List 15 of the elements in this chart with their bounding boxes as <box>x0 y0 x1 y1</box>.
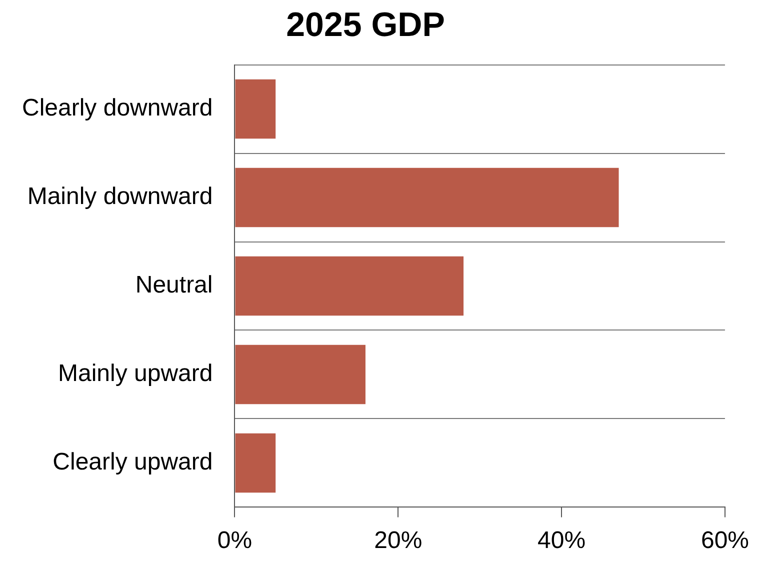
x-tick-label: 60% <box>700 527 750 554</box>
y-tick-label: Mainly upward <box>58 360 213 388</box>
bar <box>235 344 366 404</box>
bar <box>235 168 619 228</box>
bar <box>235 256 464 316</box>
bar <box>235 433 276 493</box>
y-tick-label: Clearly upward <box>52 448 213 476</box>
y-tick-label: Neutral <box>135 272 213 299</box>
chart-title: 2025 GDP <box>286 6 445 44</box>
bar <box>235 79 276 139</box>
y-tick-label: Clearly downward <box>22 94 213 122</box>
x-tick-label: 0% <box>217 527 252 554</box>
x-tick-label: 40% <box>538 527 586 554</box>
x-tick-label: 20% <box>374 527 422 554</box>
y-tick-label: Mainly downward <box>27 183 213 210</box>
